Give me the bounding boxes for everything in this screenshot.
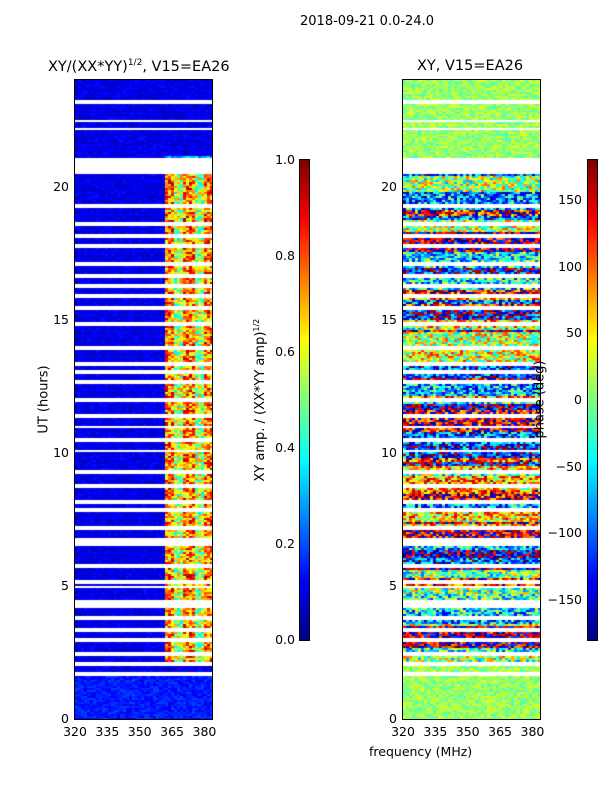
x-tick-label: 320 — [391, 724, 415, 739]
y-tick-label: 5 — [389, 577, 397, 593]
amplitude-colorbar — [300, 160, 309, 640]
x-tick-label: 365 — [160, 724, 184, 739]
colorbar-tick-label: 0 — [574, 392, 582, 407]
y-tick-label: 10 — [53, 444, 69, 460]
left-plot-title: XY/(XX*YY)1/2, V15=EA26 — [48, 58, 230, 75]
colorbar-tick-label: 0.4 — [275, 440, 295, 455]
x-tick-label: 320 — [63, 724, 87, 739]
colorbar-tick-label: −50 — [555, 458, 582, 474]
right-plot-frame — [402, 79, 541, 720]
amplitude-colorbar-label: XY amp. / (XX*YY amp)1/2 — [251, 318, 269, 482]
x-tick-label: 350 — [127, 724, 152, 739]
x-tick-label: 335 — [95, 724, 120, 739]
x-tick-label: 380 — [520, 724, 545, 739]
right-plot-title: XY, V15=EA26 — [417, 58, 524, 74]
colorbar-tick-label: −150 — [547, 592, 582, 607]
left-plot-frame — [74, 79, 213, 720]
colorbar-tick-label: 0.0 — [275, 632, 295, 647]
figure-suptitle: 2018-09-21 0.0-24.0 — [300, 14, 434, 29]
amplitude-colorbar-frame — [299, 159, 310, 641]
colorbar-tick-label: 0.6 — [275, 344, 295, 359]
y-tick-label: 0 — [61, 711, 69, 726]
x-tick-label: 380 — [192, 724, 217, 739]
x-tick-label: 350 — [455, 724, 480, 739]
x-tick-label: 365 — [488, 724, 512, 739]
colorbar-tick-label: −100 — [547, 525, 582, 541]
colorbar-tick-label: 0.8 — [275, 248, 295, 263]
colorbar-tick-label: 1.0 — [275, 152, 295, 167]
y-axis-label: UT (hours) — [36, 365, 52, 434]
phase-heatmap — [403, 80, 540, 719]
colorbar-tick-label: 100 — [558, 258, 582, 274]
colorbar-tick-label: 50 — [566, 325, 582, 341]
amplitude-heatmap — [75, 80, 212, 719]
y-tick-label: 15 — [53, 311, 69, 327]
y-tick-label: 15 — [381, 311, 397, 327]
y-tick-label: 5 — [61, 577, 69, 593]
y-tick-label: 20 — [53, 178, 69, 194]
phase-colorbar — [588, 160, 597, 640]
x-axis-label: frequency (MHz) — [369, 744, 473, 759]
y-tick-label: 10 — [381, 444, 397, 460]
y-tick-label: 20 — [381, 178, 397, 194]
y-tick-label: 0 — [389, 711, 397, 726]
colorbar-tick-label: 150 — [558, 192, 582, 207]
x-tick-label: 335 — [423, 724, 448, 739]
colorbar-tick-label: 0.2 — [275, 536, 295, 551]
phase-colorbar-frame — [587, 159, 598, 641]
